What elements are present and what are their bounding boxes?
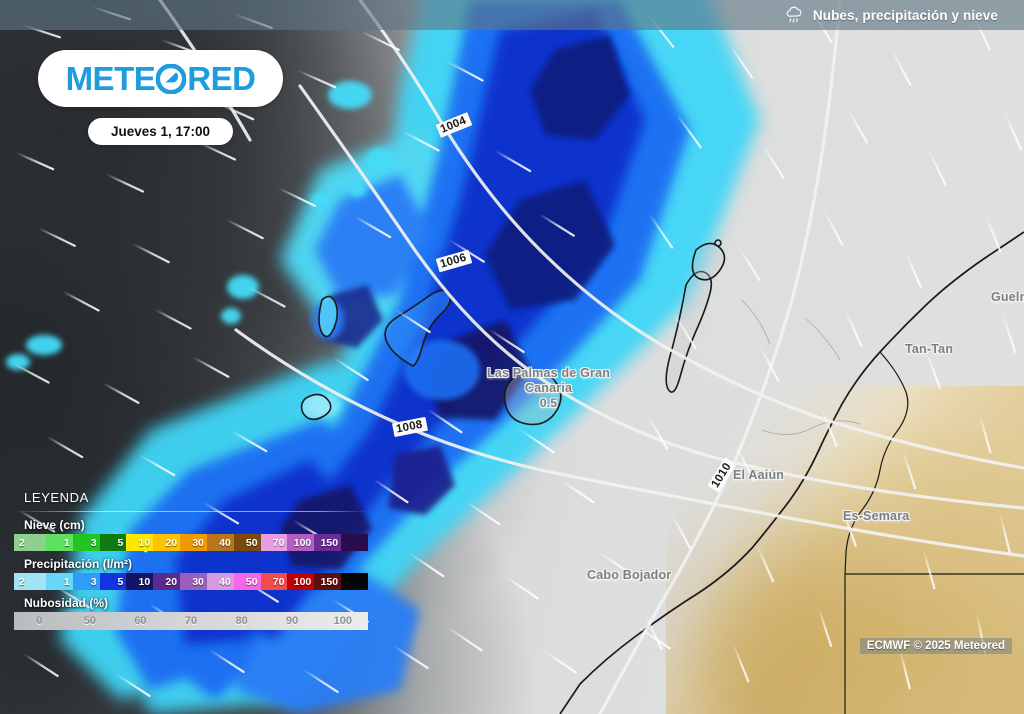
precip-scale-stop: 40	[206, 573, 234, 590]
precip-scale-stop: 20	[153, 573, 181, 590]
snow-scale-stop-value: 10	[138, 536, 151, 549]
snow-scale-stop: 2	[14, 534, 46, 551]
precip-scale-stop	[341, 573, 368, 590]
snow-scale-stop: 10	[126, 534, 154, 551]
cloudiness-tick: 90	[286, 615, 299, 627]
precip-scale-stop-value: 70	[272, 575, 285, 588]
precip-scale-stop: 3	[72, 573, 100, 590]
cloudiness-color-scale[interactable]: 0 50 60 70 80 90 100	[14, 612, 368, 630]
snow-scale-stop-value: 100	[293, 536, 312, 549]
legend-group-precipitation: Precipitación (l/m²) 2 1 3 5 10 20 30 40 50 70 100…	[0, 551, 382, 590]
layer-header-bar: Nubes, precipitación y nieve	[0, 0, 1024, 30]
cloudiness-tick: 80	[235, 615, 248, 627]
precip-scale-stop-value: 150	[320, 575, 339, 588]
snow-scale-stop-value: 2	[19, 536, 25, 549]
legend-label-snow: Nieve (cm)	[24, 518, 85, 532]
precip-scale-stop: 10	[126, 573, 154, 590]
cloudiness-tick: 70	[184, 615, 198, 627]
city-name-line2: Canaria	[524, 381, 573, 395]
snow-scale-stop	[341, 534, 368, 551]
snow-scale-stop-value: 40	[219, 536, 231, 549]
precip-scale-stop-value: 30	[192, 575, 204, 588]
snow-scale-stop: 1	[45, 534, 73, 551]
city-label-las-palmas: Las Palmas de Gran Canaria 0.5	[487, 366, 610, 411]
precip-scale-stop-value: 50	[245, 575, 258, 588]
legend-panel: LEYENDA Nieve (cm) 2 1 3 5 10 20 30 40 50 70 100 15…	[0, 490, 382, 630]
snow-scale-stop: 40	[206, 534, 234, 551]
snow-scale-stop-value: 20	[165, 536, 178, 549]
city-precip-value: 0.5	[539, 396, 558, 410]
logo-text-part1: METE	[65, 59, 156, 97]
snow-scale-stop-value: 70	[272, 536, 285, 549]
snow-scale-stop: 70	[260, 534, 288, 551]
meteored-logo[interactable]: METE RED	[38, 50, 283, 107]
cloudiness-tick: 0	[36, 615, 43, 627]
precip-scale-stop-value: 5	[117, 575, 124, 588]
cloudiness-tick: 100	[333, 615, 352, 627]
precip-scale-stop-value: 20	[165, 575, 178, 588]
snow-scale-stop: 5	[99, 534, 127, 551]
snow-scale-stop: 3	[72, 534, 100, 551]
map-attribution: ECMWF © 2025 Meteored	[859, 638, 1012, 654]
legend-label-cloudiness: Nubosidad (%)	[24, 596, 108, 610]
legend-group-cloudiness: Nubosidad (%) 0 50 60 70 80 90 100	[0, 590, 382, 630]
precip-scale-stop: 150	[314, 573, 342, 590]
snow-scale-stop-value: 150	[320, 536, 339, 549]
snow-scale-stop: 30	[180, 534, 207, 551]
precip-scale-stop-value: 3	[90, 575, 97, 588]
precip-scale-stop: 2	[14, 573, 46, 590]
precip-scale-stop-value: 2	[19, 575, 25, 588]
logo-wordmark: METE RED	[66, 60, 256, 98]
precip-scale-stop-value: 10	[138, 575, 151, 588]
precip-scale-stop: 100	[287, 573, 315, 590]
legend-group-snow: Nieve (cm) 2 1 3 5 10 20 30 40 50 70 100 150	[0, 512, 382, 551]
precipitation-color-scale[interactable]: 2 1 3 5 10 20 30 40 50 70 100 150	[14, 573, 368, 590]
city-label-guelmim: Guelm	[991, 290, 1024, 304]
cloudiness-tick: 50	[83, 615, 96, 627]
precip-scale-stop-value: 100	[293, 575, 312, 588]
snow-color-scale[interactable]: 2 1 3 5 10 20 30 40 50 70 100 150	[14, 534, 368, 551]
snow-scale-stop-value: 30	[192, 536, 204, 549]
precip-scale-stop-value: 1	[63, 575, 70, 588]
snow-scale-stop-value: 50	[245, 536, 258, 549]
precip-scale-stop: 70	[260, 573, 288, 590]
snow-scale-stop: 20	[153, 534, 181, 551]
snow-scale-stop-value: 3	[90, 536, 97, 549]
snow-scale-stop-value: 1	[63, 536, 70, 549]
snow-scale-stop: 150	[314, 534, 342, 551]
city-name: Las Palmas de Gran	[487, 366, 611, 380]
city-label-tan-tan: Tan-Tan	[905, 342, 954, 356]
precip-scale-stop: 1	[45, 573, 73, 590]
cloud-rain-icon	[786, 6, 802, 23]
precip-scale-stop: 50	[233, 573, 261, 590]
city-label-el-aaiun: El Aaiún	[733, 468, 785, 482]
forecast-timestamp: Jueves 1, 17:00	[110, 124, 211, 139]
snow-scale-stop: 50	[233, 534, 261, 551]
forecast-timestamp-pill[interactable]: Jueves 1, 17:00	[88, 118, 233, 145]
city-label-cabo-bojador: Cabo Bojador	[587, 568, 672, 582]
precip-scale-stop: 5	[99, 573, 127, 590]
cloudiness-tick: 60	[134, 615, 147, 627]
layer-title: Nubes, precipitación y nieve	[812, 7, 998, 23]
legend-divider	[14, 511, 368, 512]
snow-scale-stop: 100	[287, 534, 315, 551]
logo-o-cloud-icon	[155, 63, 187, 94]
legend-title: LEYENDA	[24, 490, 89, 505]
logo-text-part2: RED	[187, 59, 256, 97]
snow-scale-stop-value: 5	[117, 536, 124, 549]
precip-scale-stop-value: 40	[219, 575, 231, 588]
legend-label-precipitation: Precipitación (l/m²)	[24, 557, 133, 571]
precip-scale-stop: 30	[180, 573, 207, 590]
city-label-es-semara: Es-Semara	[843, 509, 910, 523]
